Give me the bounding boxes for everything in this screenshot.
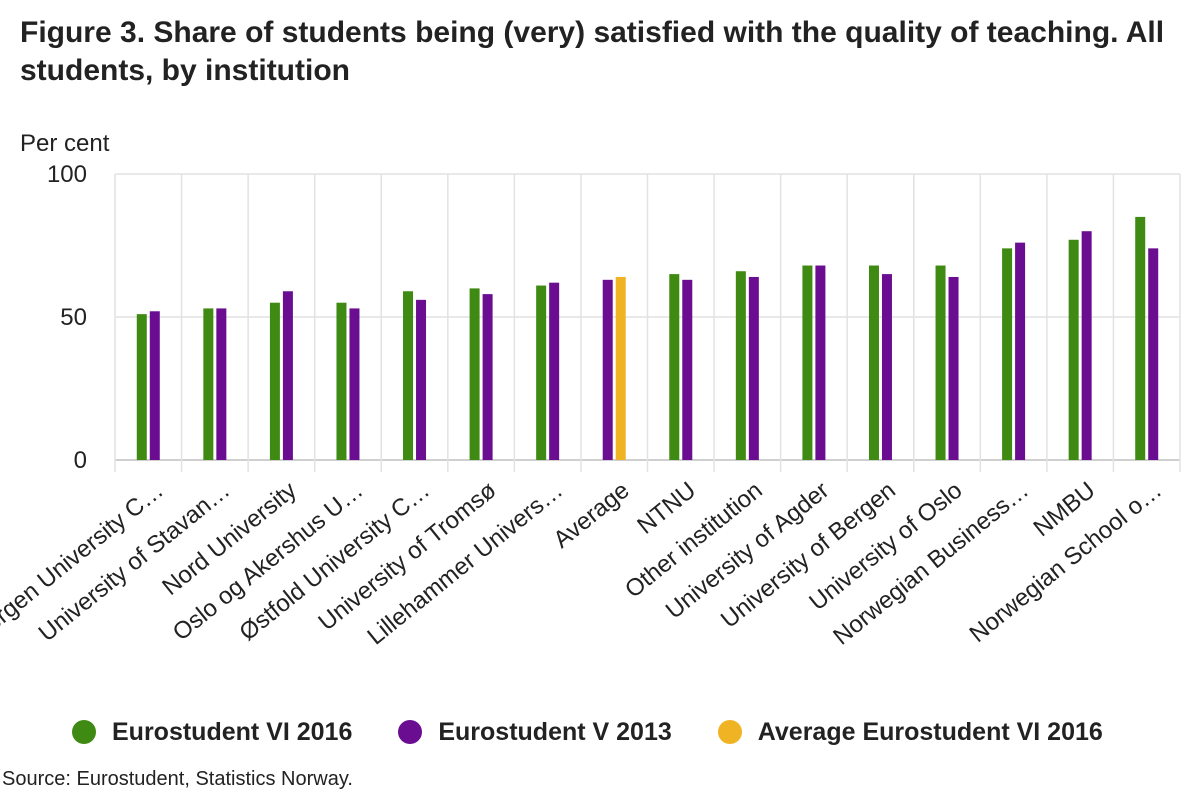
legend-item-average[interactable]: Average Eurostudent VI 2016: [717, 717, 1103, 747]
chart-title: Figure 3. Share of students being (very)…: [20, 16, 1165, 87]
bar-2013[interactable]: [349, 308, 360, 460]
bar-2016[interactable]: [802, 265, 813, 460]
bar-2013[interactable]: [1148, 248, 1159, 460]
bar-2013[interactable]: [149, 311, 160, 460]
bar-2016[interactable]: [203, 308, 214, 460]
bar-2013[interactable]: [1015, 242, 1026, 460]
bar-2016[interactable]: [935, 265, 946, 460]
bar-2013[interactable]: [1081, 231, 1092, 460]
bar-2013[interactable]: [881, 274, 892, 460]
source-note: Source: Eurostudent, Statistics Norway.: [2, 768, 353, 790]
y-tick-label: 50: [60, 304, 87, 331]
y-tick-label: 0: [74, 447, 87, 474]
y-tick-label: 100: [47, 161, 87, 188]
legend-label-2013: Eurostudent V 2013: [438, 717, 672, 746]
legend-swatch-2013: [398, 720, 423, 744]
bar-2016[interactable]: [269, 302, 280, 460]
bar-2013[interactable]: [282, 291, 293, 460]
bar-2013[interactable]: [815, 265, 826, 460]
bars: [136, 216, 1159, 460]
legend-label-average: Average Eurostudent VI 2016: [757, 717, 1103, 746]
bar-2016[interactable]: [1068, 239, 1079, 460]
bar-2013[interactable]: [602, 279, 613, 460]
bar-2013[interactable]: [416, 299, 427, 460]
legend-label-2016: Eurostudent VI 2016: [112, 717, 353, 746]
bar-2016[interactable]: [469, 288, 480, 460]
bar-2013[interactable]: [682, 279, 693, 460]
y-tick-labels: 0 50 100: [47, 161, 87, 474]
x-tick-labels: Bergen University C…University of Stavan…: [0, 477, 1167, 651]
bar-2016[interactable]: [336, 302, 347, 460]
bar-2013[interactable]: [748, 276, 759, 460]
bar-2016[interactable]: [1135, 216, 1146, 460]
legend-swatch-average: [717, 720, 742, 744]
bar-2016[interactable]: [403, 291, 414, 460]
bar-2013[interactable]: [948, 276, 959, 460]
bar-2016[interactable]: [868, 265, 879, 460]
legend: Eurostudent VI 2016 Eurostudent V 2013 A…: [72, 712, 1149, 752]
bar-2013[interactable]: [216, 308, 227, 460]
x-tick-label: Average: [548, 477, 634, 554]
y-axis-label: Per cent: [20, 130, 110, 157]
bar-2016[interactable]: [536, 285, 547, 460]
bar-2013[interactable]: [482, 294, 493, 460]
bar-2013[interactable]: [549, 282, 560, 460]
bar-2016[interactable]: [669, 274, 680, 460]
bar-2016[interactable]: [1002, 248, 1013, 460]
legend-item-2013[interactable]: Eurostudent V 2013: [398, 717, 672, 747]
legend-item-2016[interactable]: Eurostudent VI 2016: [72, 718, 352, 747]
legend-swatch-2016: [72, 720, 96, 744]
bar-2016[interactable]: [136, 314, 147, 460]
bar-2016[interactable]: [735, 271, 746, 460]
bar-average[interactable]: [615, 276, 626, 460]
